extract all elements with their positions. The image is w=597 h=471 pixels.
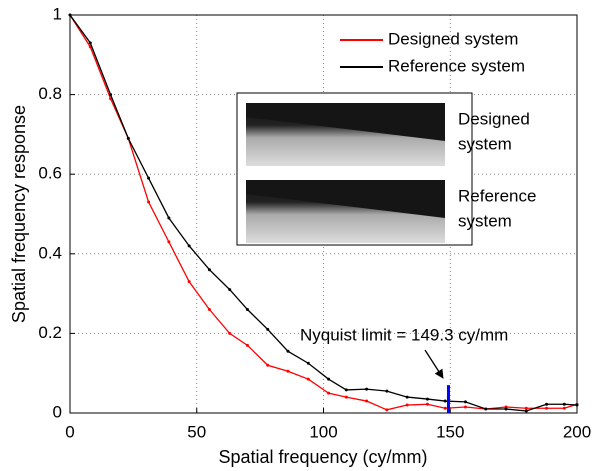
point (385, 408, 389, 412)
arrow (424, 349, 444, 379)
x-tick-label: 0 (65, 422, 74, 441)
inset-label: Designed (458, 109, 530, 128)
point (562, 402, 566, 406)
point (207, 308, 211, 312)
point (286, 369, 290, 373)
point (167, 240, 171, 244)
point (266, 327, 270, 331)
point (306, 361, 310, 365)
y-tick-label: 0.2 (38, 323, 62, 342)
point (306, 377, 310, 381)
inset-label: system (458, 134, 512, 153)
x-tick-label: 50 (187, 422, 206, 441)
point (245, 308, 249, 312)
y-tick-label: 0.8 (38, 84, 62, 103)
point (405, 395, 409, 399)
point (425, 397, 429, 401)
point (344, 388, 348, 392)
point (365, 387, 369, 391)
legend-label: Designed system (388, 29, 518, 48)
point (545, 406, 549, 410)
point (463, 405, 467, 409)
point (266, 363, 270, 367)
inset-edge (246, 180, 445, 218)
point (504, 407, 508, 411)
x-axis-label: Spatial frequency (cy/mm) (218, 447, 427, 467)
y-tick-label: 0.4 (38, 243, 62, 262)
inset-label: system (458, 211, 512, 230)
x-tick-label: 150 (436, 422, 464, 441)
inset-label: Reference (458, 186, 536, 205)
point (575, 403, 579, 407)
point (443, 399, 447, 403)
point (147, 176, 151, 180)
point (327, 377, 331, 381)
point (147, 200, 151, 204)
point (463, 400, 467, 404)
y-axis-label: Spatial frequency response (9, 105, 29, 323)
point (385, 389, 389, 393)
y-tick-label: 0 (53, 402, 62, 421)
point (562, 406, 566, 410)
inset-edge (246, 103, 445, 141)
point (524, 409, 528, 413)
point (425, 402, 429, 406)
x-tick-label: 100 (309, 422, 337, 441)
point (344, 395, 348, 399)
point (126, 136, 130, 140)
point (443, 406, 447, 410)
point (327, 391, 331, 395)
x-tick-label: 200 (563, 422, 591, 441)
point (524, 406, 528, 410)
y-tick-label: 1 (53, 4, 62, 23)
point (187, 280, 191, 284)
nyquist-label: Nyquist limit = 149.3 cy/mm (300, 325, 508, 344)
point (484, 407, 488, 411)
point (365, 399, 369, 403)
point (167, 216, 171, 220)
point (187, 244, 191, 248)
point (405, 403, 409, 407)
legend-label: Reference system (388, 56, 525, 75)
plot-frame (69, 14, 578, 414)
y-tick-label: 0.6 (38, 164, 62, 183)
point (109, 93, 113, 97)
point (207, 268, 211, 272)
point (68, 13, 72, 17)
point (545, 402, 549, 406)
point (286, 349, 290, 353)
point (228, 288, 232, 292)
point (245, 343, 249, 347)
point (228, 331, 232, 335)
point (88, 41, 92, 45)
